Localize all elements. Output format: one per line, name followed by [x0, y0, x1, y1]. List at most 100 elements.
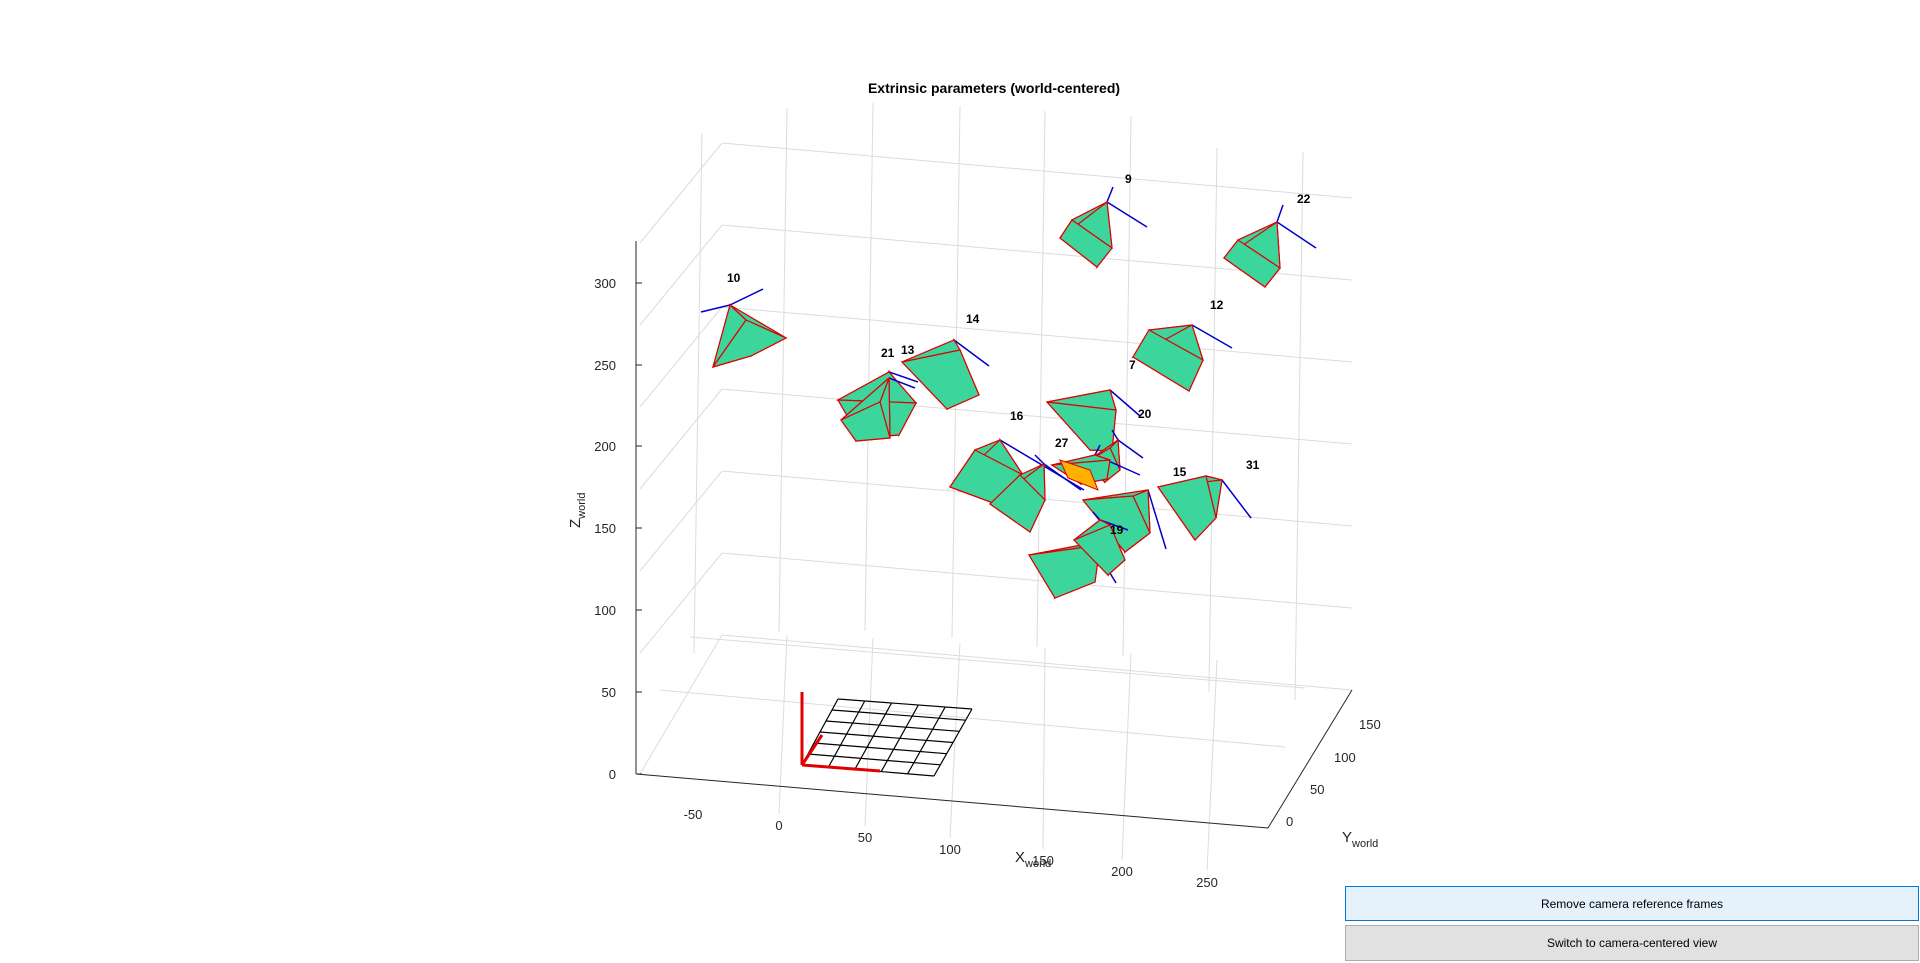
- grid-line: [1206, 659, 1218, 872]
- grid-line: [778, 107, 788, 633]
- camera-face: [711, 319, 788, 369]
- camera-frustum: [840, 377, 916, 443]
- pattern-grid-line: [825, 720, 960, 732]
- figure-title: Extrinsic parameters (world-centered): [868, 80, 1120, 96]
- camera-axis: [1034, 454, 1045, 465]
- calibration-pattern: [800, 692, 973, 777]
- camera-axis: [1043, 463, 1082, 491]
- pattern-grid-line: [837, 698, 973, 710]
- z-tick-label: 100: [594, 603, 616, 618]
- camera-face: [900, 349, 980, 410]
- y-tick-label: 0: [1286, 814, 1293, 829]
- camera-frustums: [700, 186, 1317, 600]
- camera-frustum: [1059, 186, 1148, 270]
- camera-axis: [1106, 201, 1148, 228]
- remove-camera-frames-button[interactable]: Remove camera reference frames: [1345, 886, 1919, 921]
- z-tick-label: 150: [594, 521, 616, 536]
- camera-label: 19: [1110, 523, 1124, 537]
- camera-label: 16: [1010, 409, 1024, 423]
- grid-lines: [639, 102, 1353, 872]
- camera-frustum: [1131, 323, 1233, 393]
- camera-frustum: [1072, 511, 1129, 577]
- camera-label: 15: [1173, 465, 1187, 479]
- pattern-grid-line: [819, 731, 954, 744]
- x-tick-label: -50: [684, 807, 703, 822]
- grid-line: [689, 636, 1306, 689]
- pattern-grid-line: [907, 706, 946, 775]
- camera-label: 14: [966, 312, 980, 326]
- camera-label: 31: [1246, 458, 1260, 472]
- camera-axis: [888, 377, 916, 389]
- grid-line: [721, 388, 1353, 445]
- grid-line: [778, 634, 788, 815]
- y-tick-label: 100: [1334, 750, 1356, 765]
- pattern-grid-line: [933, 708, 973, 777]
- y-axis-line: [1267, 689, 1353, 829]
- grid-line: [864, 102, 874, 632]
- switch-view-label: Switch to camera-centered view: [1546, 936, 1718, 950]
- z-tick-label: 300: [594, 276, 616, 291]
- camera-label: 13: [901, 343, 915, 357]
- camera-axis: [1221, 479, 1252, 519]
- camera-face: [1156, 475, 1217, 541]
- grid-line: [639, 388, 723, 490]
- y-tick-label: 150: [1359, 717, 1381, 732]
- grid-line: [1121, 652, 1132, 861]
- world-y-axis: [800, 734, 824, 766]
- grid-line: [639, 142, 723, 244]
- pattern-grid-line: [854, 702, 893, 770]
- x-axis-label: Xworld: [1015, 849, 1051, 870]
- pattern-grid-line: [827, 700, 866, 768]
- x-axis-line: [635, 773, 1269, 829]
- camera-axis: [953, 339, 990, 367]
- camera-face: [840, 401, 891, 442]
- grid-line: [639, 552, 723, 654]
- camera-highlight: [1059, 459, 1099, 491]
- camera-axis: [1276, 204, 1284, 223]
- tick-labels: 0 50 100 150 200 250 300 -50 0 50 100 150 200 250 0 50 1…: [594, 276, 1380, 890]
- camera-frustum: [1222, 204, 1317, 289]
- z-tick-label: 250: [594, 358, 616, 373]
- camera-label: 22: [1297, 192, 1311, 206]
- x-tick-label: 100: [939, 842, 961, 857]
- grid-line: [1042, 647, 1046, 850]
- camera-label: 10: [727, 271, 741, 285]
- camera-face: [1223, 239, 1281, 288]
- camera-label: 12: [1210, 298, 1224, 312]
- camera-axis: [1276, 221, 1317, 249]
- pattern-grid-line: [807, 753, 941, 766]
- y-tick-label: 50: [1310, 782, 1324, 797]
- switch-view-button[interactable]: Switch to camera-centered view: [1345, 925, 1919, 961]
- camera-axis: [1106, 186, 1114, 203]
- camera-face: [1072, 524, 1126, 576]
- camera-axis: [1111, 429, 1119, 441]
- camera-frustum: [700, 288, 788, 369]
- axes-box: [635, 241, 1353, 829]
- camera-axis: [1109, 389, 1141, 417]
- camera-label: 21: [881, 346, 895, 360]
- z-tick-label: 50: [602, 685, 616, 700]
- grid-line: [1294, 151, 1304, 701]
- camera-axis: [1147, 489, 1167, 550]
- grid-line: [1122, 115, 1132, 657]
- camera-axis: [1191, 324, 1233, 349]
- pattern-grid-line: [880, 704, 919, 772]
- grid-line: [659, 689, 1286, 748]
- camera-face: [989, 474, 1046, 533]
- camera-face: [1028, 544, 1101, 599]
- z-tick-label: 200: [594, 439, 616, 454]
- grid-line: [639, 306, 723, 408]
- x-tick-label: 250: [1196, 875, 1218, 890]
- camera-axis: [700, 304, 731, 313]
- camera-face: [1059, 219, 1113, 268]
- world-x-axis: [801, 763, 881, 773]
- x-tick-label: 150: [1032, 853, 1054, 868]
- camera-axis: [1092, 511, 1101, 521]
- z-axis-label: Zworld: [567, 493, 588, 528]
- grid-line: [639, 470, 723, 572]
- camera-label: 9: [1125, 172, 1132, 186]
- grid-line: [949, 642, 961, 839]
- grid-line: [721, 306, 1353, 363]
- camera-axis: [729, 288, 764, 306]
